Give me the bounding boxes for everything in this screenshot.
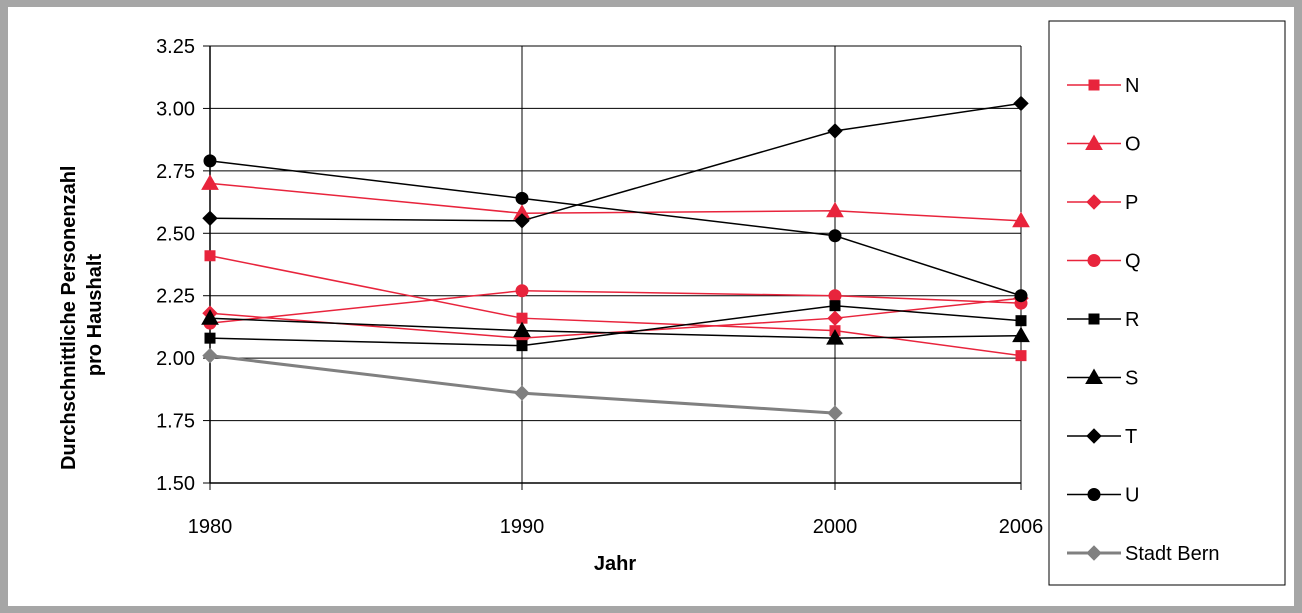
data-point (516, 340, 528, 352)
y-tick-label: 1.50 (156, 473, 195, 495)
data-point (514, 385, 530, 401)
x-tick-label: 2006 (999, 516, 1044, 538)
legend-item-stadt-bern: Stadt Bern (1067, 543, 1220, 565)
data-point (1012, 326, 1030, 343)
series-group (201, 95, 1030, 421)
legend-label: U (1125, 485, 1139, 507)
y-tick-label: 2.00 (156, 348, 195, 370)
data-point (827, 310, 843, 326)
y-tick-label: 2.75 (156, 161, 195, 183)
data-point (1015, 315, 1027, 327)
series-t (202, 95, 1029, 229)
legend-marker (1088, 79, 1100, 91)
x-tick-label: 1990 (500, 516, 545, 538)
legend-label: R (1125, 309, 1139, 331)
series-line (209, 317, 1022, 339)
series-s (201, 309, 1030, 345)
legend-item-q: Q (1067, 251, 1141, 273)
legend-marker (1086, 194, 1102, 210)
legend-box (1048, 20, 1286, 586)
legend-item-p: P (1067, 192, 1138, 214)
axes (203, 45, 1022, 490)
data-point (201, 309, 219, 325)
data-point (827, 405, 843, 421)
data-point (828, 229, 842, 243)
series-line (209, 182, 1022, 222)
data-point (1012, 211, 1030, 228)
series-line (209, 297, 1022, 339)
legend-marker (1087, 254, 1101, 267)
series-o (201, 174, 1030, 228)
data-point (828, 289, 842, 303)
series-r (204, 300, 1027, 352)
series-line (209, 304, 1022, 347)
data-point (202, 210, 218, 227)
data-point (204, 332, 216, 344)
line-chart: 1.50 1.75 2.00 2.25 2.50 2.75 3.00 3.25 1980 1990… (58, 20, 1286, 586)
legend-item-t: T (1067, 426, 1137, 448)
x-tick-label: 2000 (813, 516, 858, 538)
legend-item-u: U (1067, 485, 1139, 507)
series-line (209, 255, 1022, 357)
data-point (515, 191, 529, 205)
legend-label: Stadt Bern (1125, 543, 1220, 565)
legend-item-n: N (1067, 75, 1139, 97)
data-point (827, 123, 843, 139)
gridlines (209, 45, 1022, 484)
legend-label: Q (1125, 251, 1141, 273)
data-point (202, 347, 218, 364)
legend-label: S (1125, 368, 1138, 390)
legend-label: N (1125, 75, 1139, 97)
legend-marker (1088, 313, 1100, 325)
y-axis-title-line-1: Durchschnittliche Personenzahl (58, 166, 80, 471)
legend-item-o: O (1067, 134, 1141, 156)
data-point (826, 329, 844, 345)
legend-marker (1086, 428, 1102, 444)
legend-item-r: R (1067, 309, 1139, 331)
y-axis-title-line-2: pro Haushalt (84, 254, 106, 377)
y-tick-label: 2.50 (156, 223, 195, 245)
data-point (1015, 350, 1027, 362)
series-stadt-bern (202, 347, 843, 421)
legend: N O P Q R S T U Stadt Bern (1048, 20, 1286, 586)
legend-marker (1085, 134, 1103, 150)
y-tick-label: 2.25 (156, 286, 195, 308)
y-tick-label: 3.25 (156, 36, 195, 58)
legend-item-s: S (1067, 368, 1138, 390)
series-line (209, 289, 1022, 324)
data-point (515, 284, 529, 298)
data-point (1013, 95, 1029, 112)
legend-marker (1087, 488, 1101, 501)
data-point (201, 174, 219, 190)
legend-marker (1086, 545, 1102, 561)
y-axis-title: Durchschnittliche Personenzahl pro Haush… (58, 160, 106, 470)
series-line (209, 160, 1022, 297)
y-tick-label: 1.75 (156, 411, 195, 433)
series-n (204, 250, 1027, 362)
legend-marker (1085, 368, 1103, 384)
data-point (204, 250, 216, 262)
x-tick-label: 1980 (188, 516, 233, 538)
y-tick-label: 3.00 (156, 98, 195, 120)
data-point (514, 213, 530, 229)
tick-labels: 1.50 1.75 2.00 2.25 2.50 2.75 3.00 3.25 1980 1990… (156, 36, 1043, 538)
legend-label: T (1125, 426, 1137, 448)
data-point (829, 300, 841, 312)
chart-frame: 1.50 1.75 2.00 2.25 2.50 2.75 3.00 3.25 1980 1990… (8, 7, 1294, 606)
series-u (203, 154, 1028, 303)
series-line (209, 102, 1022, 222)
legend-label: O (1125, 134, 1141, 156)
data-point (203, 154, 217, 168)
data-point (513, 321, 531, 338)
data-point (1014, 289, 1028, 303)
data-point (826, 201, 844, 218)
legend-label: P (1125, 192, 1138, 214)
x-axis-title: Jahr (594, 553, 636, 575)
